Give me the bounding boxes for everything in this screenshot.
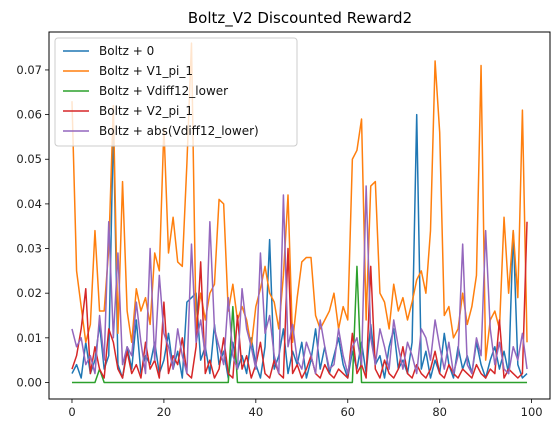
legend-label: Boltz + V1_pi_1	[99, 64, 193, 78]
legend-label: Boltz + V2_pi_1	[99, 104, 193, 118]
series-line-3	[71, 221, 528, 379]
legend: Boltz + 0 Boltz + V1_pi_1 Boltz + Vdiff12_…	[54, 37, 298, 147]
legend-label: Boltz + Vdiff12_lower	[99, 84, 228, 98]
legend-label: Boltz + 0	[99, 44, 154, 58]
plot-frame	[48, 31, 551, 400]
series-lines	[71, 42, 528, 384]
x-tick-label: 20	[157, 405, 172, 419]
series-line-0	[71, 113, 528, 379]
x-tick-label: 0	[68, 405, 75, 419]
x-tick-label: 40	[249, 405, 264, 419]
legend-label: Boltz + abs(Vdiff12_lower)	[99, 124, 259, 138]
y-tick-label: 0.02	[16, 286, 42, 300]
y-tick-label: 0.06	[16, 108, 42, 122]
series-line-4	[71, 185, 528, 375]
y-tick-label: 0.01	[16, 331, 42, 345]
x-tick-label: 100	[521, 405, 543, 419]
plot-area	[48, 31, 551, 400]
chart-title: Boltz_V2 Discounted Reward2	[188, 9, 412, 28]
y-axis: 0.00 0.01 0.02 0.03 0.04 0.05 0.06 0.07	[16, 63, 49, 389]
legend-box	[54, 37, 298, 147]
y-tick-label: 0.04	[16, 197, 42, 211]
y-tick-label: 0.05	[16, 152, 42, 166]
y-tick-label: 0.07	[16, 63, 42, 77]
y-tick-label: 0.03	[16, 242, 42, 256]
series-line-2	[71, 265, 528, 384]
x-tick-label: 60	[340, 405, 355, 419]
y-tick-label: 0.00	[16, 375, 42, 389]
x-tick-label: 80	[432, 405, 447, 419]
x-axis: 0 20 40 60 80 100	[68, 399, 543, 419]
